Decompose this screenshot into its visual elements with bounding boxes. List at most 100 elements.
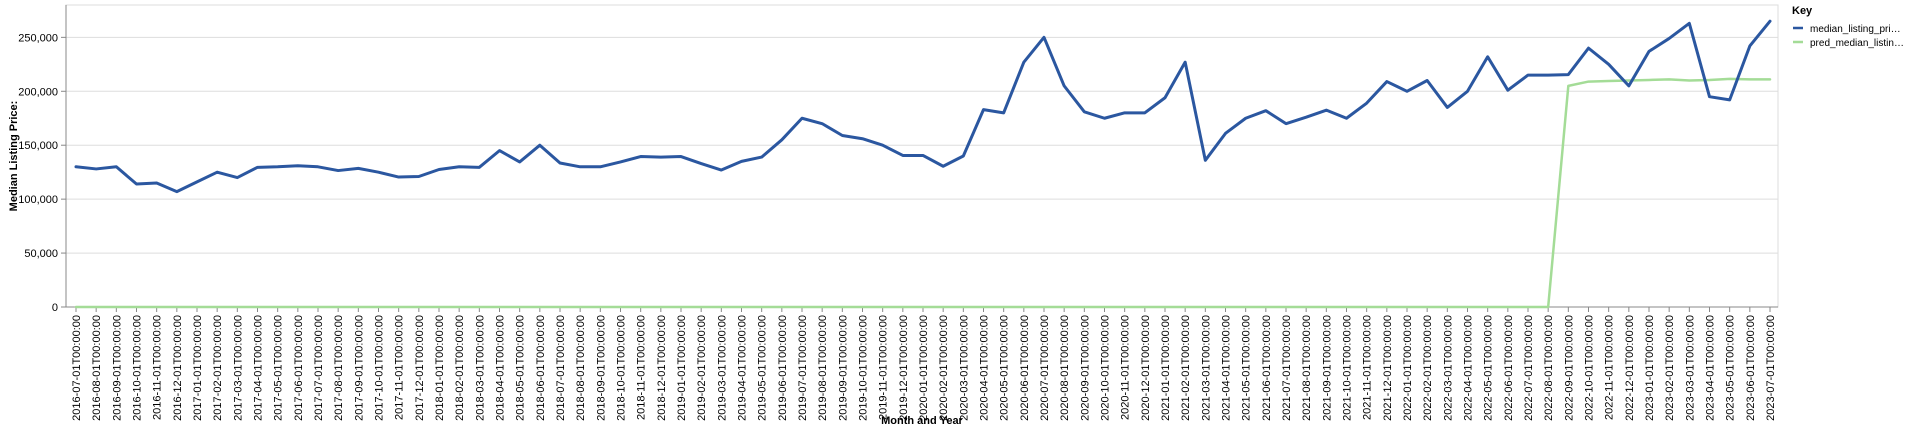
x-tick-label: 2017-08-01T00:00:00	[333, 315, 345, 421]
x-tick-label: 2016-12-01T00:00:00	[172, 315, 184, 421]
x-tick-label: 2019-12-01T00:00:00	[898, 315, 910, 421]
x-tick-label: 2022-02-01T00:00:00	[1422, 315, 1434, 421]
x-tick-label: 2021-03-01T00:00:00	[1200, 315, 1212, 421]
x-axis: 2016-07-01T00:00:00 2016-08-01T00:00:00 20…	[66, 306, 1778, 421]
x-tick-label: 2022-08-01T00:00:00	[1543, 315, 1555, 421]
x-tick-label: 2017-03-01T00:00:00	[232, 315, 244, 421]
x-tick-label: 2018-06-01T00:00:00	[535, 315, 547, 421]
x-tick-label: 2022-05-01T00:00:00	[1483, 315, 1495, 421]
x-tick-label: 2022-04-01T00:00:00	[1463, 315, 1475, 421]
x-tick-label: 2017-06-01T00:00:00	[293, 315, 305, 421]
x-tick-label: 2022-01-01T00:00:00	[1402, 315, 1414, 421]
x-tick-label: 2022-03-01T00:00:00	[1442, 315, 1454, 421]
series-line-0	[74, 19, 1772, 194]
x-tick-label: 2020-03-01T00:00:00	[958, 315, 970, 421]
y-axis-title: Median Listing Price:	[8, 101, 20, 212]
x-tick-label: 2023-05-01T00:00:00	[1725, 315, 1737, 421]
x-tick-label: 2018-11-01T00:00:00	[636, 315, 648, 420]
x-tick-label: 2021-05-01T00:00:00	[1241, 315, 1253, 421]
x-tick-label: 2019-02-01T00:00:00	[696, 315, 708, 421]
x-tick-label: 2017-10-01T00:00:00	[374, 315, 386, 421]
x-tick-label: 2021-01-01T00:00:00	[1160, 315, 1172, 421]
x-tick-label: 2021-11-01T00:00:00	[1362, 315, 1374, 420]
x-tick-label: 2016-10-01T00:00:00	[132, 315, 144, 421]
x-tick-label: 2023-04-01T00:00:00	[1705, 315, 1717, 421]
x-tick-label: 2019-07-01T00:00:00	[797, 315, 809, 421]
x-tick-label: 2018-12-01T00:00:00	[656, 315, 668, 421]
x-tick-label: 2017-01-01T00:00:00	[192, 315, 204, 421]
y-tick-label: 50,000	[24, 248, 58, 260]
x-tick-label: 2019-11-01T00:00:00	[878, 315, 890, 420]
x-tick-label: 2016-11-01T00:00:00	[152, 315, 164, 420]
x-tick-label: 2018-08-01T00:00:00	[575, 315, 587, 421]
x-tick-label: 2019-04-01T00:00:00	[737, 315, 749, 421]
x-tick-label: 2017-07-01T00:00:00	[313, 315, 325, 421]
x-tick-label: 2017-12-01T00:00:00	[414, 315, 426, 421]
series-lines	[74, 19, 1772, 309]
y-axis: 0 50,000 100,000 150,000 200,000 250,000	[18, 5, 67, 314]
x-tick-label: 2019-08-01T00:00:00	[817, 315, 829, 421]
x-tick-label: 2021-04-01T00:00:00	[1221, 315, 1233, 421]
x-tick-label: 2023-03-01T00:00:00	[1684, 315, 1696, 421]
legend-label: median_listing_pri…	[1810, 24, 1901, 35]
y-tick-label: 100,000	[18, 194, 58, 206]
x-tick-label: 2023-01-01T00:00:00	[1644, 315, 1656, 421]
x-tick-label: 2019-10-01T00:00:00	[858, 315, 870, 421]
x-tick-label: 2020-06-01T00:00:00	[1019, 315, 1031, 421]
y-tick-label: 250,000	[18, 32, 58, 44]
x-tick-label: 2021-12-01T00:00:00	[1382, 315, 1394, 421]
x-tick-label: 2017-05-01T00:00:00	[273, 315, 285, 421]
x-tick-label: 2020-01-01T00:00:00	[918, 315, 930, 421]
x-tick-label: 2018-03-01T00:00:00	[474, 315, 486, 421]
x-tick-label: 2022-12-01T00:00:00	[1624, 315, 1636, 421]
x-tick-label: 2021-07-01T00:00:00	[1281, 315, 1293, 421]
legend-label: pred_median_listin…	[1810, 38, 1904, 49]
x-tick-label: 2019-01-01T00:00:00	[676, 315, 688, 421]
series-line-1	[74, 77, 1772, 309]
x-tick-label: 2017-02-01T00:00:00	[212, 315, 224, 421]
x-tick-label: 2021-08-01T00:00:00	[1301, 315, 1313, 421]
x-tick-label: 2019-05-01T00:00:00	[757, 315, 769, 421]
x-tick-label: 2018-05-01T00:00:00	[515, 315, 527, 421]
y-tick-label: 0	[52, 302, 58, 314]
x-tick-label: 2023-02-01T00:00:00	[1664, 315, 1676, 421]
x-tick-label: 2022-09-01T00:00:00	[1563, 315, 1575, 421]
x-tick-label: 2023-06-01T00:00:00	[1745, 315, 1757, 421]
x-tick-label: 2022-06-01T00:00:00	[1503, 315, 1515, 421]
x-tick-label: 2021-06-01T00:00:00	[1261, 315, 1273, 421]
x-tick-label: 2016-09-01T00:00:00	[111, 315, 123, 421]
x-tick-label: 2021-09-01T00:00:00	[1321, 315, 1333, 421]
x-tick-label: 2017-04-01T00:00:00	[253, 315, 265, 421]
legend: Key median_listing_pri… pred_median_listi…	[1792, 5, 1904, 49]
x-tick-label: 2020-12-01T00:00:00	[1140, 315, 1152, 421]
y-tick-label: 150,000	[18, 140, 58, 152]
x-tick-label: 2021-02-01T00:00:00	[1180, 315, 1192, 421]
x-tick-label: 2017-09-01T00:00:00	[353, 315, 365, 421]
grid-lines	[66, 36, 1778, 308]
y-tick-label: 200,000	[18, 86, 58, 98]
x-tick-label: 2019-06-01T00:00:00	[777, 315, 789, 421]
x-tick-label: 2020-02-01T00:00:00	[938, 315, 950, 421]
x-tick-label: 2022-11-01T00:00:00	[1604, 315, 1616, 420]
x-tick-label: 2020-11-01T00:00:00	[1120, 315, 1132, 420]
x-tick-label: 2020-07-01T00:00:00	[1039, 315, 1051, 421]
x-axis-title: Month and Year	[881, 415, 963, 427]
x-tick-label: 2019-09-01T00:00:00	[837, 315, 849, 421]
x-tick-label: 2023-07-01T00:00:00	[1765, 315, 1777, 421]
x-tick-label: 2022-07-01T00:00:00	[1523, 315, 1535, 421]
x-tick-label: 2022-10-01T00:00:00	[1584, 315, 1596, 421]
x-tick-label: 2020-10-01T00:00:00	[1100, 315, 1112, 421]
x-tick-label: 2020-05-01T00:00:00	[999, 315, 1011, 421]
x-tick-label: 2020-04-01T00:00:00	[979, 315, 991, 421]
x-tick-label: 2018-07-01T00:00:00	[555, 315, 567, 421]
x-tick-label: 2020-09-01T00:00:00	[1079, 315, 1091, 421]
x-tick-label: 2019-03-01T00:00:00	[716, 315, 728, 421]
x-tick-label: 2018-02-01T00:00:00	[454, 315, 466, 421]
x-tick-label: 2018-09-01T00:00:00	[595, 315, 607, 421]
x-tick-label: 2016-07-01T00:00:00	[71, 315, 83, 421]
x-tick-label: 2018-04-01T00:00:00	[495, 315, 507, 421]
x-tick-label: 2017-11-01T00:00:00	[394, 315, 406, 420]
x-tick-label: 2018-01-01T00:00:00	[434, 315, 446, 421]
